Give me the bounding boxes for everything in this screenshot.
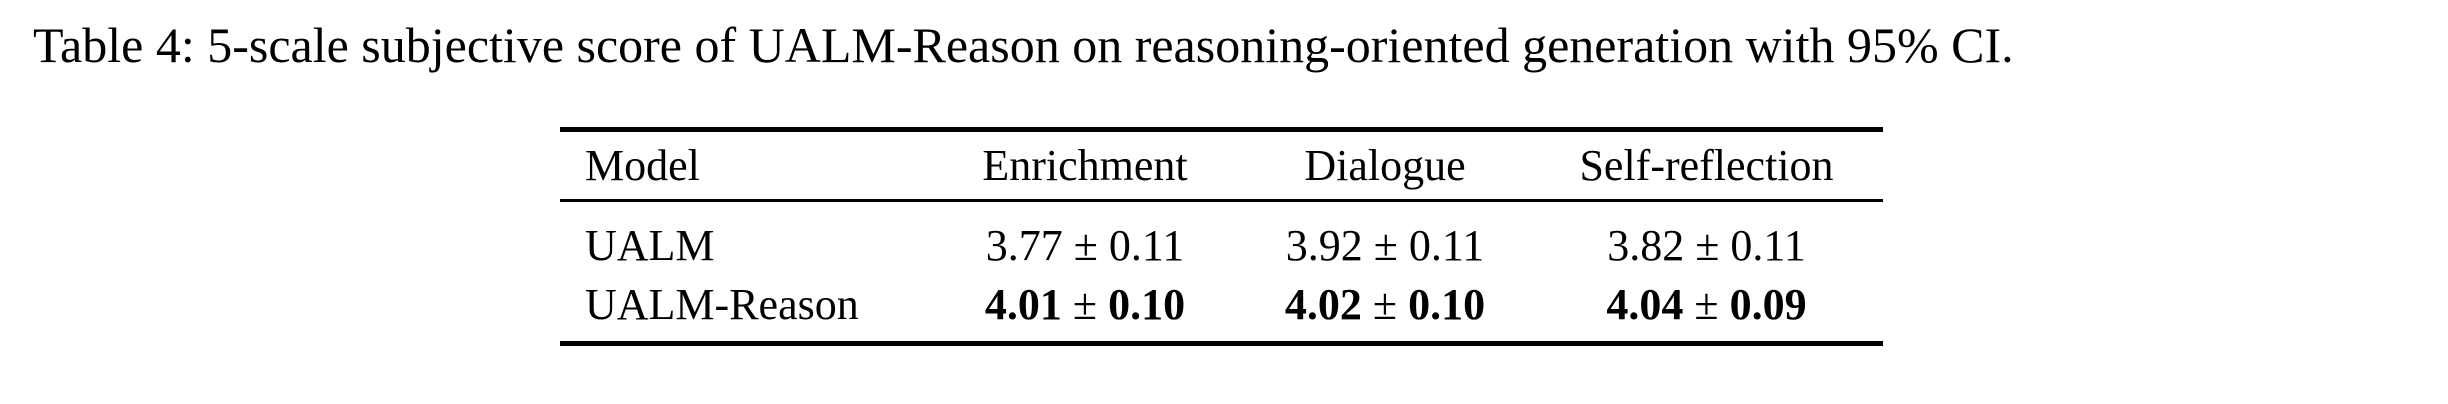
dialogue-score-cell: 3.92 ±0.11 [1240,201,1530,279]
table-row-ualm-reason: UALM-Reason 4.01 ±0.10 4.02 ±0.10 4.04 ±0.0… [560,278,1883,344]
plus-minus-symbol: ± [1372,280,1398,329]
ci-value: 0.11 [1108,220,1185,270]
score-value: 3.82 [1607,220,1685,270]
plus-minus-symbol: ± [1695,220,1720,270]
score-value: 4.02 [1284,280,1362,329]
column-header-model: Model [585,141,700,190]
score-value: 4.04 [1606,280,1684,329]
results-table: Model Enrichment Dialogue Self-reflectio… [560,127,1883,346]
model-name-cell: UALM-Reason [585,280,859,329]
dialogue-score-cell: 4.02 ±0.10 [1240,278,1530,344]
plus-minus-symbol: ± [1694,280,1719,329]
score-value: 4.01 [984,280,1062,329]
score-value: 3.77 [985,220,1063,270]
header-row: Model Enrichment Dialogue Self-reflectio… [560,130,1883,201]
enrichment-score-cell: 3.77 ±0.11 [930,201,1240,279]
self-reflection-score-cell: 4.04 ±0.09 [1530,278,1883,344]
column-header-self-reflection: Self-reflection [1579,141,1834,190]
self-reflection-score-cell: 3.82 ±0.11 [1530,201,1883,279]
model-name-cell: UALM [585,220,715,270]
column-header-enrichment: Enrichment [982,141,1188,190]
ci-value: 0.10 [1108,280,1186,329]
column-header-dialogue: Dialogue [1304,141,1466,190]
plus-minus-symbol: ± [1073,220,1098,270]
ci-value: 0.09 [1729,280,1807,329]
ci-value: 0.11 [1408,220,1485,270]
score-value: 3.92 [1285,220,1363,270]
plus-minus-symbol: ± [1373,220,1398,270]
table-row-ualm: UALM 3.77 ±0.11 3.92 ±0.11 3.82 ±0.11 [560,201,1883,279]
plus-minus-symbol: ± [1072,280,1098,329]
enrichment-score-cell: 4.01 ±0.10 [930,278,1240,344]
ci-value: 0.11 [1730,220,1806,270]
ci-value: 0.10 [1408,280,1486,329]
table-caption: Table 4: 5-scale subjective score of UAL… [33,17,2014,73]
